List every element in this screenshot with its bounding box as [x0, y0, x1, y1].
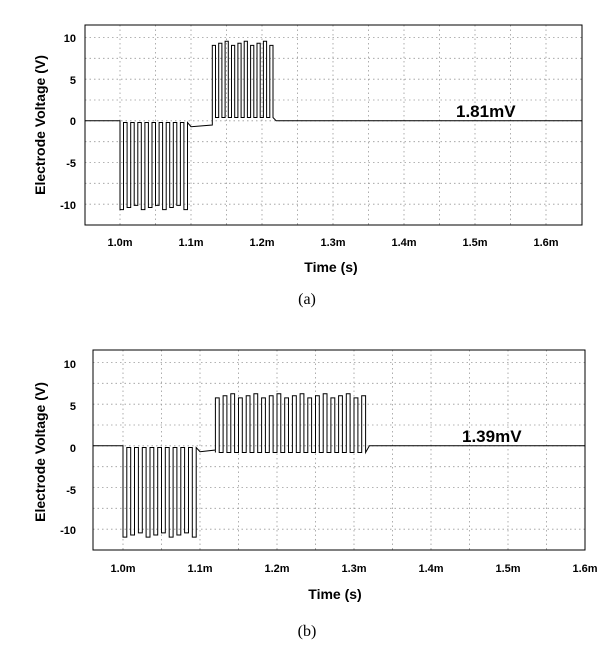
- x-tick-label: 1.2m: [249, 237, 274, 249]
- residual-annotation-a: 1.81mV: [456, 102, 516, 121]
- y-tick-label: 0: [70, 116, 76, 128]
- y-tick-label: 5: [70, 75, 76, 87]
- x-tick-label: 1.0m: [110, 563, 135, 575]
- x-tick-label: 1.1m: [187, 563, 212, 575]
- y-axis-title-a: Electrode Voltage (V): [32, 55, 48, 195]
- x-tick-label: 1.1m: [178, 237, 203, 249]
- residual-annotation-b: 1.39mV: [462, 427, 522, 446]
- y-tick-label: -10: [60, 525, 76, 537]
- x-tick-label: 1.2m: [264, 563, 289, 575]
- x-tick-label: 1.5m: [462, 237, 487, 249]
- gridlines-a: [85, 25, 582, 225]
- y-ticks-b: 10 5 0 -5 -10: [60, 359, 76, 537]
- panel-label-b: (b): [298, 623, 317, 640]
- y-ticks-a: 10 5 0 -5 -10: [60, 33, 76, 212]
- y-tick-label: 5: [70, 401, 76, 413]
- panel-b: 1.0m 1.1m 1.2m 1.3m 1.4m 1.5m 1.6m 10 5 …: [32, 349, 598, 640]
- plot-frame-a: [84, 24, 583, 226]
- x-tick-label: 1.5m: [495, 563, 520, 575]
- panel-a: 1.0m 1.1m 1.2m 1.3m 1.4m 1.5m 1.6m 10 5 …: [32, 24, 583, 308]
- plot-area-b: [92, 349, 586, 551]
- panel-label-a: (a): [298, 291, 316, 308]
- y-axis-title-b: Electrode Voltage (V): [32, 382, 48, 522]
- y-tick-label: -10: [60, 200, 76, 212]
- x-tick-label: 1.6m: [533, 237, 558, 249]
- x-tick-label: 1.4m: [418, 563, 443, 575]
- y-tick-label: 0: [70, 443, 76, 455]
- x-ticks-a: 1.0m 1.1m 1.2m 1.3m 1.4m 1.5m 1.6m: [107, 237, 558, 249]
- x-tick-label: 1.4m: [391, 237, 416, 249]
- voltage-trace: [93, 393, 585, 538]
- x-axis-title-b: Time (s): [308, 586, 361, 602]
- x-tick-label: 1.6m: [572, 563, 597, 575]
- x-tick-label: 1.3m: [341, 563, 366, 575]
- plot-area-a: [84, 24, 583, 226]
- x-axis-title-a: Time (s): [304, 259, 357, 275]
- voltage-trace: [85, 40, 582, 211]
- y-tick-label: 10: [64, 33, 76, 45]
- y-tick-label: 10: [64, 359, 76, 371]
- x-tick-label: 1.0m: [107, 237, 132, 249]
- plot-frame-b: [92, 349, 586, 551]
- x-ticks-b: 1.0m 1.1m 1.2m 1.3m 1.4m 1.5m 1.6m: [110, 563, 597, 575]
- waveform-a: [85, 40, 582, 211]
- y-tick-label: -5: [66, 485, 76, 497]
- gridlines-b: [93, 350, 585, 550]
- y-tick-label: -5: [66, 158, 76, 170]
- x-tick-label: 1.3m: [320, 237, 345, 249]
- waveform-b: [93, 393, 585, 538]
